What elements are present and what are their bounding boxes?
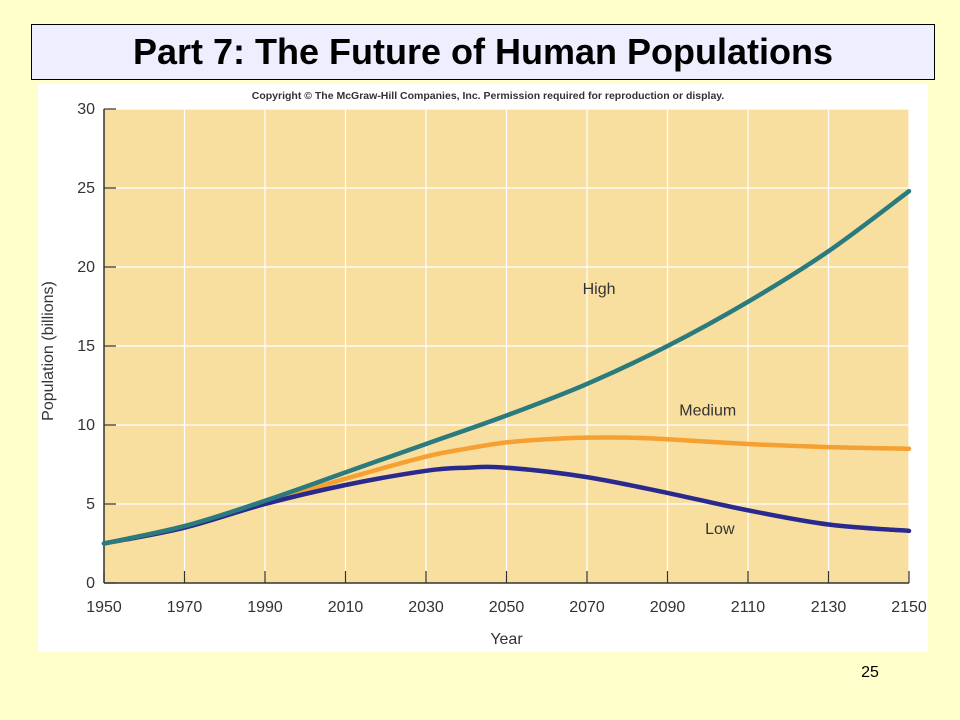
x-tick-label: 2010 [328, 599, 364, 616]
x-tick-label: 2150 [891, 599, 927, 616]
y-tick-label: 5 [86, 496, 95, 513]
grid-lines [104, 108, 910, 583]
y-tick-label: 20 [77, 259, 95, 276]
series-label-medium: Medium [679, 403, 736, 420]
y-axis-label: Population (billions) [40, 281, 57, 421]
axes: 1950 1970 1990 2010 2030 2050 2070 2090 2110 2130… [77, 101, 927, 616]
x-tick-label: 1950 [86, 599, 122, 616]
population-chart: Copyright © The McGraw-Hill Companies, I… [40, 90, 927, 648]
x-tick-label: 1970 [167, 599, 203, 616]
series-line-low [101, 464, 912, 546]
series-annotations: High Medium Low [583, 281, 737, 538]
page-number: 25 [861, 664, 879, 681]
title-box: Part 7: The Future of Human Populations [31, 24, 935, 80]
slide-title: Part 7: The Future of Human Populations [132, 31, 834, 72]
y-tick-label: 15 [77, 338, 95, 355]
y-tick-label: 25 [77, 180, 95, 197]
series-line-high [101, 188, 912, 546]
x-tick-label: 2130 [811, 599, 847, 616]
x-tick-label: 2050 [489, 599, 525, 616]
y-tick-label: 10 [77, 417, 95, 434]
x-tick-label: 2110 [731, 599, 766, 616]
chart-figure: Copyright © The McGraw-Hill Companies, I… [38, 84, 928, 652]
x-tick-label: 2030 [408, 599, 444, 616]
y-tick-label: 0 [86, 575, 95, 592]
series-lines [101, 188, 912, 546]
series-label-high: High [583, 281, 616, 298]
series-label-low: Low [705, 521, 735, 538]
x-tick-label: 2090 [650, 599, 686, 616]
copyright-notice: Copyright © The McGraw-Hill Companies, I… [252, 90, 725, 102]
x-tick-label: 1990 [247, 599, 283, 616]
x-tick-label: 2070 [569, 599, 605, 616]
y-tick-label: 30 [77, 101, 95, 118]
x-axis-label: Year [490, 631, 523, 648]
